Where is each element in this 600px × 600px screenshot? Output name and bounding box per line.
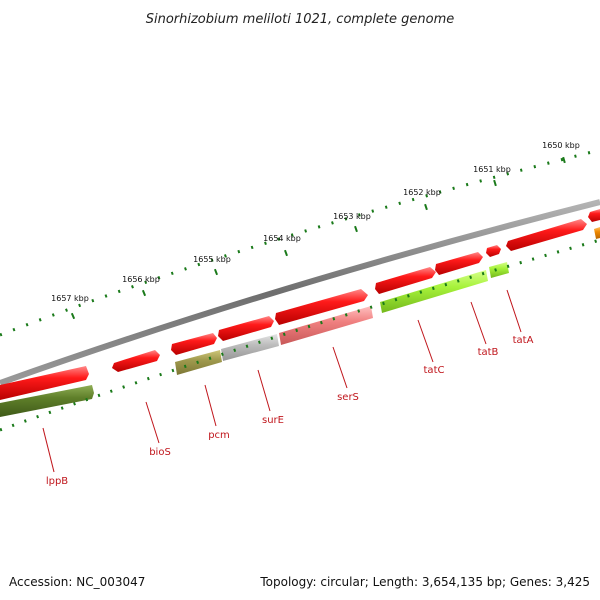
cds-feature[interactable]: [0, 385, 94, 417]
ruler-label: 1654 kbp: [263, 234, 301, 243]
forward-feature-track: [0, 209, 600, 400]
ruler-major-tick: [354, 225, 358, 233]
forward-feature[interactable]: [588, 209, 600, 222]
leader-line: [204, 384, 217, 427]
cds-feature[interactable]: [221, 334, 279, 361]
gene-label-leaders: [42, 289, 522, 473]
leader-line: [257, 369, 271, 412]
ruler-label: 1650 kbp: [542, 141, 580, 150]
ruler-major-tick: [493, 179, 497, 187]
forward-feature[interactable]: [218, 316, 274, 341]
ruler-major-tick: [562, 156, 566, 164]
gene-label-tatB[interactable]: tatB: [478, 347, 499, 358]
cds-feature-track: [0, 262, 509, 417]
ruler-label: 1657 kbp: [51, 294, 89, 303]
forward-feature[interactable]: [435, 252, 483, 275]
gene-label-surE[interactable]: surE: [262, 415, 284, 426]
gene-label-pcm[interactable]: pcm: [208, 430, 230, 441]
genome-backbone: [0, 199, 600, 386]
cds-feature[interactable]: [489, 262, 509, 278]
gene-label-lppB[interactable]: lppB: [46, 476, 68, 487]
map-title: Sinorhizobium meliloti 1021, complete ge…: [146, 12, 455, 27]
ruler-major-tick: [424, 203, 428, 211]
ruler-major-tick: [284, 249, 288, 257]
ruler-label: 1652 kbp: [403, 188, 441, 197]
cds-feature[interactable]: [279, 306, 373, 345]
ruler-major-tick: [70, 312, 76, 320]
ruler-label: 1655 kbp: [193, 255, 231, 264]
position-ruler: 1650 kbp 1651 kbp 1652 kbp 1653 kbp 1654…: [0, 141, 600, 337]
gene-label-tatA[interactable]: tatA: [513, 335, 534, 346]
gene-label-bioS[interactable]: bioS: [149, 447, 171, 458]
forward-feature[interactable]: [112, 350, 160, 372]
cds-feature[interactable]: [380, 270, 488, 313]
forward-feature[interactable]: [0, 366, 89, 400]
accession-text: Accession: NC_003047: [9, 575, 145, 589]
ruler-major-tick: [213, 268, 219, 276]
gene-label-serS[interactable]: serS: [337, 392, 359, 403]
genome-summary-text: Topology: circular; Length: 3,654,135 bp…: [259, 575, 590, 589]
ruler-label: 1653 kbp: [333, 212, 371, 221]
forward-feature[interactable]: [594, 227, 600, 239]
forward-feature[interactable]: [171, 333, 217, 355]
leader-line: [506, 289, 522, 333]
forward-feature[interactable]: [506, 219, 587, 251]
gene-label-tatC[interactable]: tatC: [424, 365, 445, 376]
leader-line: [417, 319, 434, 363]
ruler-major-tick: [141, 289, 147, 297]
leader-line: [42, 427, 55, 473]
forward-feature[interactable]: [486, 245, 501, 257]
leader-line: [470, 301, 487, 345]
ruler-label: 1651 kbp: [473, 165, 511, 174]
forward-feature[interactable]: [375, 267, 436, 294]
leader-line: [332, 346, 348, 389]
leader-line: [145, 401, 160, 444]
forward-feature[interactable]: [275, 289, 368, 325]
ruler-label: 1656 kbp: [122, 275, 160, 284]
